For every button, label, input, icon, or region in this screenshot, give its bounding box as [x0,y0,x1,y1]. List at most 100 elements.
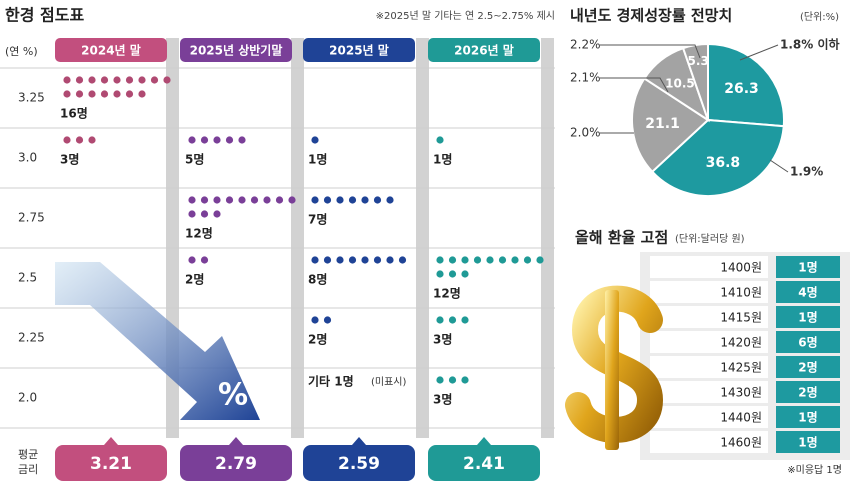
count-label: 16명 [60,107,88,121]
average-box [428,445,540,481]
row-label: 1400원 [720,261,762,275]
leader [600,77,669,93]
dot [113,90,121,98]
column-header [428,38,540,62]
dot [188,196,196,204]
dot-group [188,256,209,264]
dot [373,196,382,204]
dot-group [188,196,296,218]
dot-group [311,256,407,264]
count: 6명 [798,336,817,350]
average-label: 평균 [18,448,38,461]
average-value: 2.41 [463,454,505,474]
column-header [303,38,415,62]
dot [225,136,234,144]
dot [275,196,284,204]
table-unit: (단위:달러당 원) [675,232,745,245]
slice-label: 2.2% [570,38,601,52]
row-cell [650,431,768,453]
row-label: 1420원 [720,336,762,350]
row-cell [650,406,768,428]
row-cell [650,356,768,378]
dot [498,256,507,264]
count-label: 2명 [185,273,204,287]
row-label: 2.75 [18,211,45,225]
count-label: 1명 [433,153,452,167]
dot [398,256,407,264]
dot [311,136,319,144]
column-header-text: 2024년 말 [81,44,141,58]
dot [511,256,519,264]
note: ※2025년 말 기타는 연 2.5~2.75% 제시 [376,10,555,22]
dot-group [311,136,319,144]
dot [461,376,469,384]
dot [486,256,494,264]
slice-value: 36.8 [706,155,741,171]
dot [323,196,332,204]
dot [336,256,344,264]
count-label: 5명 [185,153,204,167]
dot [436,376,444,384]
pie-slice [650,118,785,197]
average-box [303,445,415,481]
arrow-label: % [218,378,248,413]
dot [323,316,332,324]
dot [88,76,96,84]
row-label: 1410원 [720,286,762,300]
count-cell [776,331,840,353]
row-label: 1430원 [720,386,762,400]
dot [373,256,382,264]
slice-label: 1.8% 이하 [780,37,840,52]
dot-group [311,316,332,324]
annotation: 기타 1명 [308,374,354,389]
dot [75,76,84,84]
dot [311,256,319,264]
dot [250,196,259,204]
table-note: ※미응답 1명 [787,464,842,476]
dot [213,196,221,204]
dot [125,90,134,98]
count: 4명 [798,286,817,300]
leader [600,44,701,59]
average-pointer [477,437,491,445]
slice-label: 2.1% [570,71,601,85]
count-label: 2명 [308,333,327,347]
dot [163,76,171,84]
dot [288,196,296,204]
dot [100,76,109,84]
average-box [55,445,167,481]
row-label: 1460원 [720,436,762,450]
dot [125,76,134,84]
average-box [180,445,292,481]
pie-slice [631,77,710,174]
dot [386,196,394,204]
dot [63,136,71,144]
arrow [55,262,260,420]
count: 2명 [798,386,817,400]
dot [436,136,444,144]
dot [88,136,96,144]
leader [769,159,789,173]
dot [138,76,146,84]
dot [188,136,196,144]
count-label: 3명 [60,153,79,167]
slice-value: 10.5 [665,77,695,91]
count-cell [776,306,840,328]
column-header-text: 2025년 말 [329,44,389,58]
dot [523,256,532,264]
stripe [416,38,429,438]
dot [361,196,369,204]
dot [536,256,544,264]
count: 1명 [798,261,817,275]
row-label: 2.25 [18,331,45,345]
row-cell [650,306,768,328]
pie-unit: (단위:%) [800,10,839,23]
count-cell [776,256,840,278]
count-label: 12명 [185,227,213,241]
dot [238,196,246,204]
dot-group [63,76,171,98]
count-cell [776,281,840,303]
column-header [55,38,167,62]
slice-label: 2.0% [570,126,601,140]
dot [323,256,332,264]
